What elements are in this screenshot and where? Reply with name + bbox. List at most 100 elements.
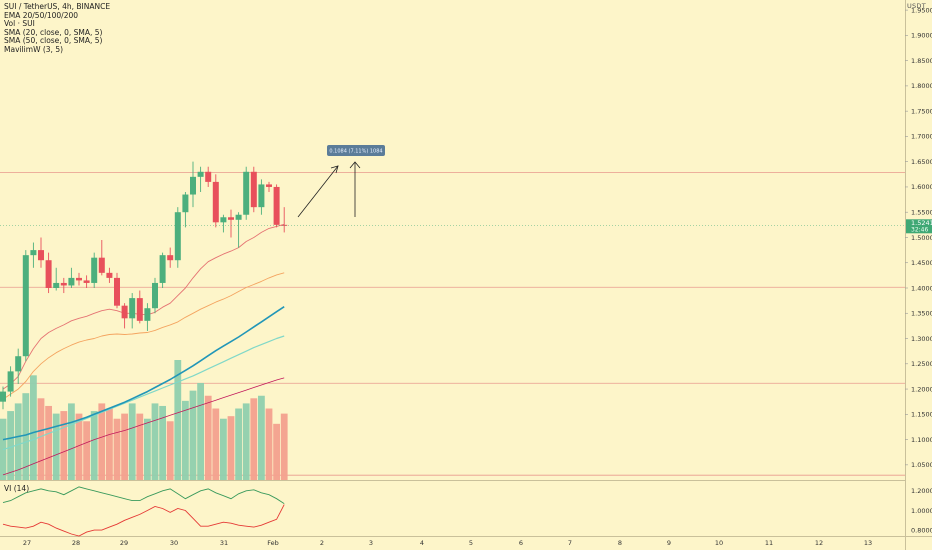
volume-bar [250, 398, 258, 480]
candle-body [197, 171, 204, 177]
time-tick-label: 3 [369, 539, 373, 547]
volume-bar [204, 395, 212, 480]
measure-label-text: 0.1084 (7.11%) 1084 [329, 149, 382, 155]
candle-body [22, 255, 29, 357]
candle-body [273, 186, 280, 225]
legend-sma-50[interactable]: SMA (50, close, 0, SMA, 5) [4, 36, 103, 46]
candle-body [266, 184, 272, 187]
trend-arrow-line [297, 165, 339, 218]
time-tick-label: 11 [765, 539, 773, 547]
time-tick-label: 27 [23, 539, 31, 547]
current-price-value: 1.5241 [911, 219, 932, 227]
price-tick-label: 1.5500 [911, 209, 932, 217]
candle-body [76, 277, 82, 281]
volume-bar [98, 403, 106, 480]
volume-bar [90, 411, 98, 480]
price-tick-label: 1.2500 [911, 360, 932, 368]
candle-body [98, 257, 105, 273]
candle-body [0, 391, 6, 402]
candle-body [190, 176, 196, 195]
price-tick-label: 1.3000 [911, 335, 932, 343]
candle-body [250, 171, 257, 208]
candle-body [83, 280, 90, 283]
volume-bar [159, 405, 166, 480]
price-tick-label: 1.7000 [911, 133, 932, 141]
time-tick-label: 6 [519, 539, 523, 547]
price-tick-label: 1.6500 [911, 158, 932, 166]
volume-bar [52, 413, 60, 480]
legend-volume[interactable]: Vol · SUI [4, 19, 35, 29]
volume-bar [166, 421, 174, 480]
volume-bar [280, 413, 288, 480]
volume-bar [273, 423, 280, 480]
price-tick-label: 1.5000 [911, 234, 932, 242]
candle-body [212, 181, 219, 223]
volume-bar [37, 398, 45, 480]
vi-tick-label: 1.0000 [911, 507, 932, 515]
volume-bar [265, 408, 273, 480]
candle-body [53, 282, 60, 288]
time-tick-label: 10 [715, 539, 723, 547]
time-tick-label: 12 [815, 539, 823, 547]
volume-bar [174, 360, 182, 480]
legend-ema[interactable]: EMA 20/50/100/200 [4, 10, 79, 20]
candle-body [7, 371, 14, 392]
time-tick-label: 30 [170, 539, 178, 547]
candle-body [91, 257, 98, 283]
price-tick-label: 1.4000 [911, 284, 932, 292]
volume-bar [60, 411, 68, 480]
chart-legend: SUI / TetherUS, 4h, BINANCE EMA 20/50/10… [4, 2, 111, 55]
vi-indicator-label[interactable]: VI (14) [4, 484, 30, 493]
price-tick-label: 1.9500 [911, 6, 932, 14]
candle-body [159, 255, 166, 283]
candle-body [182, 194, 189, 213]
candle-body [60, 282, 67, 286]
volume-bar [75, 413, 83, 480]
price-tick-label: 1.8500 [911, 57, 932, 65]
time-tick-label: 8 [618, 539, 622, 547]
time-tick-label: 13 [864, 539, 872, 547]
candle-body [45, 260, 52, 288]
volume-bar [144, 418, 151, 480]
measure-arrow-head [349, 161, 361, 169]
legend-sma-20[interactable]: SMA (20, close, 0, SMA, 5) [4, 27, 103, 37]
volume-ma-line [2, 377, 285, 476]
ema-red-line [2, 223, 285, 390]
volume-bar [14, 403, 22, 480]
time-tick-label: 28 [72, 539, 80, 547]
volume-bar [83, 421, 90, 480]
price-tick-label: 1.9000 [911, 32, 932, 40]
candle-body [174, 212, 181, 261]
legend-mavilimw[interactable]: MavilimW (3, 5) [4, 44, 64, 54]
price-tick-label: 1.0500 [911, 461, 932, 469]
ema-blue-line [2, 306, 285, 441]
candle-body [258, 184, 265, 208]
price-tick-label: 1.3500 [911, 310, 932, 318]
candle-body [30, 250, 37, 256]
vi-minus-line [2, 504, 285, 537]
price-tick-label: 1.4500 [911, 259, 932, 267]
volume-bar [113, 418, 121, 480]
candle-body [121, 305, 128, 319]
volume-bar [121, 413, 128, 480]
volume-bar [212, 408, 220, 480]
candle-body [68, 277, 75, 286]
legend-symbol[interactable]: SUI / TetherUS, 4h, BINANCE [4, 2, 111, 11]
candle-body [167, 255, 174, 261]
time-tick-label: 7 [568, 539, 572, 547]
candle-body [144, 308, 151, 321]
trend-arrow-head [330, 165, 339, 174]
measure-label-box [327, 145, 385, 156]
bar-countdown: 32:46 [911, 226, 928, 233]
time-tick-label: Feb [267, 539, 279, 547]
ema-teal-line [2, 335, 285, 451]
volume-bar [7, 411, 14, 480]
price-tick-label: 1.7500 [911, 107, 932, 115]
candle-body [281, 224, 288, 226]
vi-tick-label: 1.2000 [911, 487, 932, 495]
volume-bar [22, 393, 30, 480]
currency-label: USDT [906, 2, 926, 10]
volume-bar [197, 382, 204, 480]
candle-body [38, 250, 44, 261]
